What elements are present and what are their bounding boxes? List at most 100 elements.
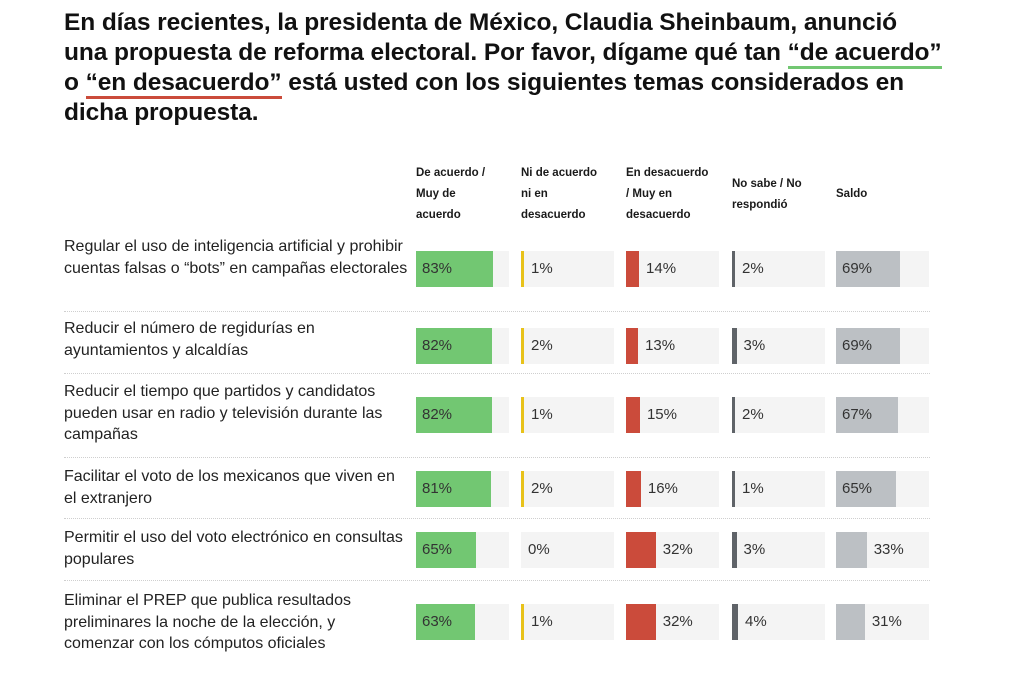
bar-saldo [836, 471, 897, 507]
column-header-line: Muy de [416, 188, 456, 200]
bar-no-answer [732, 397, 735, 433]
cell-saldo: 31% [836, 604, 929, 640]
bar-saldo [836, 532, 867, 568]
value-label-agree: 82% [422, 337, 453, 354]
cell-neutral: 2% [521, 471, 614, 507]
value-label-saldo: 31% [871, 613, 902, 630]
column-header-line: acuerdo [416, 209, 461, 221]
cell-saldo: 33% [836, 532, 929, 568]
bar-neutral [521, 251, 524, 287]
column-header-agree: De acuerdo / Muy de acuerdo [416, 163, 516, 226]
column-header-no-answer: No sabe / No respondió [732, 163, 832, 226]
bar-disagree [626, 532, 656, 568]
cell-no-answer: 1% [732, 471, 825, 507]
bar-agree [416, 397, 493, 433]
cell-agree: 65% [416, 532, 509, 568]
value-label-disagree: 16% [647, 480, 678, 497]
row-label: Reducir el número de regidurías en ayunt… [64, 320, 315, 359]
bar-agree [416, 471, 492, 507]
value-label-no-answer: 3% [743, 337, 766, 354]
bar-saldo [836, 251, 901, 287]
bar-neutral [521, 604, 524, 640]
value-label-neutral: 1% [531, 613, 553, 630]
bar-disagree [626, 604, 656, 640]
value-label-saldo: 65% [842, 480, 873, 497]
value-label-saldo: 69% [842, 260, 873, 277]
bar-agree [416, 328, 493, 364]
row-label: Facilitar el voto de los mexicanos que v… [64, 468, 395, 507]
row-label: Eliminar el PREP que publica resultados … [64, 592, 351, 652]
value-label-no-answer: 2% [742, 406, 764, 423]
cell-saldo: 69% [836, 328, 929, 364]
column-header-line: desacuerdo [521, 209, 586, 221]
bar-neutral [521, 397, 524, 433]
value-label-neutral: 1% [531, 406, 553, 423]
bar-saldo [836, 397, 899, 433]
cell-no-answer: 3% [732, 532, 825, 568]
column-header-line: desacuerdo [626, 209, 691, 221]
cell-neutral: 1% [521, 397, 614, 433]
bar-neutral [521, 471, 524, 507]
bar-disagree [626, 471, 641, 507]
value-label-no-answer: 3% [743, 541, 766, 558]
value-label-disagree: 32% [662, 613, 693, 630]
row-divider [64, 518, 930, 519]
column-header-disagree: En desacuerdo / Muy en desacuerdo [626, 163, 726, 226]
cell-disagree: 32% [626, 604, 719, 640]
cell-saldo: 65% [836, 471, 929, 507]
bar-no-answer [732, 471, 735, 507]
value-label-disagree: 13% [645, 337, 676, 354]
row-label: Reducir el tiempo que partidos y candida… [64, 383, 383, 443]
bar-disagree [626, 251, 640, 287]
value-label-saldo: 69% [842, 337, 873, 354]
row-label: Regular el uso de inteligencia artificia… [64, 238, 408, 277]
value-label-neutral: 2% [531, 480, 553, 497]
bar-disagree [626, 397, 640, 433]
column-header-line: No sabe / No [732, 177, 802, 190]
row-divider [64, 457, 930, 458]
column-header-line: Ni de acuerdo [521, 167, 598, 179]
bar-saldo [836, 328, 901, 364]
cell-no-answer: 4% [732, 604, 825, 640]
cell-agree: 83% [416, 251, 509, 287]
bar-no-answer [732, 532, 737, 568]
value-label-neutral: 0% [528, 541, 550, 558]
value-label-saldo: 33% [873, 541, 904, 558]
cell-no-answer: 3% [732, 328, 825, 364]
value-label-disagree: 14% [646, 260, 677, 277]
column-header-line: En desacuerdo [626, 167, 709, 179]
bar-no-answer [732, 604, 738, 640]
bar-agree [416, 532, 477, 568]
column-header-line: / Muy en [626, 188, 673, 200]
value-label-agree: 83% [422, 260, 453, 277]
row-divider [64, 373, 930, 374]
cell-agree: 63% [416, 604, 509, 640]
column-header-line: ni en [521, 188, 548, 200]
value-label-neutral: 2% [531, 337, 553, 354]
cell-disagree: 32% [626, 532, 719, 568]
value-label-agree: 63% [422, 613, 453, 630]
column-header-line: respondió [732, 198, 788, 211]
bar-no-answer [732, 328, 737, 364]
column-header-line: De acuerdo / [416, 167, 486, 179]
title-part-1: En días recientes, la presidenta de Méxi… [64, 9, 898, 66]
column-header-saldo: Saldo [836, 163, 936, 226]
value-label-no-answer: 1% [742, 480, 764, 497]
title-disagree-term: “en desacuerdo” [85, 69, 282, 99]
column-header-line: Saldo [836, 188, 868, 200]
value-label-agree: 82% [422, 406, 453, 423]
cell-neutral: 2% [521, 328, 614, 364]
bar-neutral [521, 328, 524, 364]
cell-saldo: 69% [836, 251, 929, 287]
value-label-neutral: 1% [531, 260, 553, 277]
cell-neutral: 0% [521, 532, 614, 568]
cell-disagree: 16% [626, 471, 719, 507]
value-label-no-answer: 2% [742, 260, 764, 277]
title-part-2: está usted con los siguientes temas cons… [64, 69, 904, 126]
cell-saldo: 67% [836, 397, 929, 433]
cell-agree: 81% [416, 471, 509, 507]
title-agree-term: “de acuerdo” [787, 39, 942, 69]
value-label-agree: 65% [422, 541, 453, 558]
value-label-agree: 81% [422, 480, 453, 497]
cell-disagree: 15% [626, 397, 719, 433]
